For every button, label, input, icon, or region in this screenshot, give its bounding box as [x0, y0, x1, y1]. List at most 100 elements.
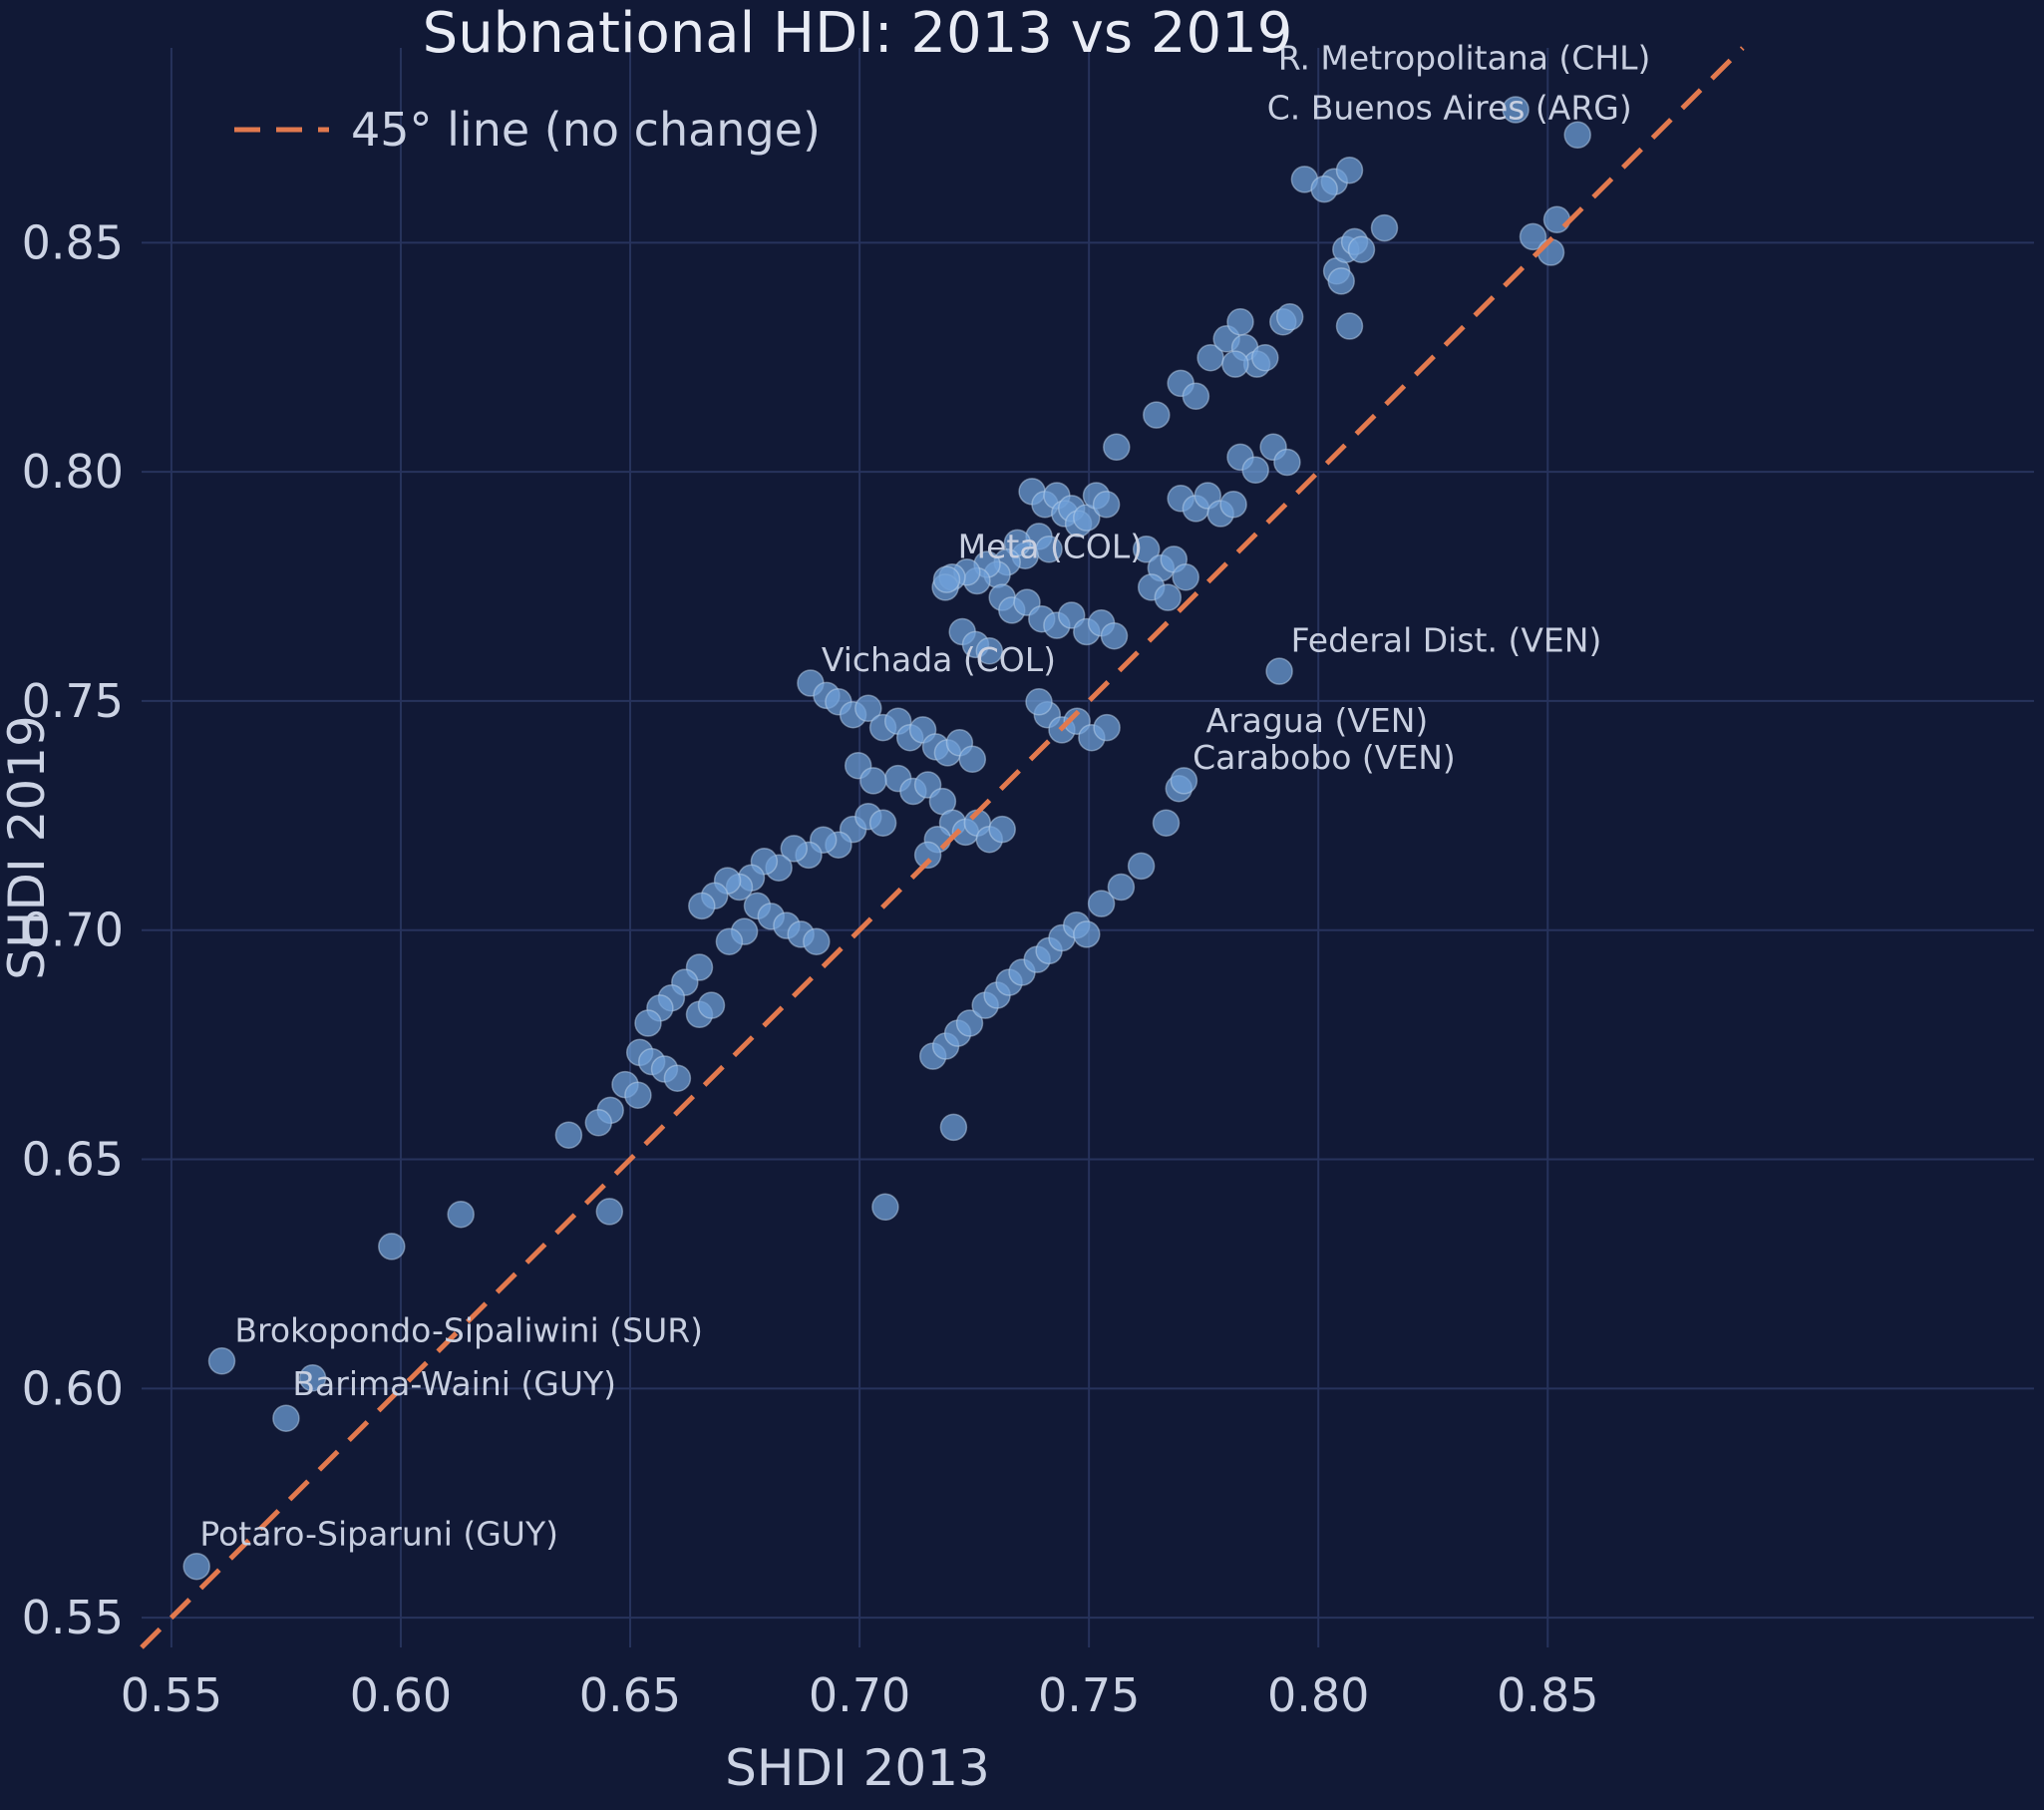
annotation-label: Carabobo (VEN): [1192, 738, 1456, 777]
data-point[interactable]: [697, 991, 726, 1019]
annotation-label: Federal Dist. (VEN): [1291, 620, 1602, 659]
y-tick-label: 0.80: [22, 445, 124, 499]
data-point[interactable]: [1273, 448, 1301, 477]
data-point[interactable]: [1127, 852, 1156, 881]
data-point[interactable]: [975, 637, 1004, 665]
annotation-label: C. Buenos Aires (ARG): [1267, 89, 1632, 128]
data-point[interactable]: [1241, 456, 1269, 485]
data-point[interactable]: [1025, 688, 1053, 716]
data-point[interactable]: [1347, 235, 1376, 263]
data-point[interactable]: [1154, 583, 1183, 611]
data-point[interactable]: [1542, 205, 1571, 234]
data-point[interactable]: [1172, 563, 1199, 591]
axis-tick-layer: 0.55 0.60 0.65 0.70 0.75 0.80 0.85 0.55 0.60 0.65…: [22, 215, 1599, 1722]
legend: 45° line (no change): [234, 103, 821, 157]
data-point[interactable]: [1073, 920, 1101, 948]
y-tick-label: 0.60: [22, 1361, 124, 1415]
annotation-label: R. Metropolitana (CHL): [1278, 39, 1651, 78]
x-tick-label: 0.65: [579, 1668, 681, 1722]
data-point[interactable]: [378, 1233, 406, 1261]
data-point[interactable]: [1107, 873, 1136, 902]
data-point[interactable]: [955, 1009, 984, 1037]
data-point[interactable]: [554, 1121, 583, 1149]
y-tick-label: 0.65: [22, 1133, 124, 1187]
x-axis-label: SHDI 2013: [725, 1739, 990, 1797]
data-point[interactable]: [1132, 536, 1161, 563]
data-point[interactable]: [715, 927, 744, 955]
x-tick-label: 0.75: [1038, 1668, 1140, 1722]
data-point[interactable]: [1093, 713, 1121, 742]
data-point[interactable]: [1226, 308, 1254, 336]
annotation-label: Vichada (COL): [822, 640, 1056, 679]
data-point[interactable]: [913, 841, 942, 870]
data-point[interactable]: [932, 565, 961, 593]
y-tick-label: 0.70: [22, 904, 124, 957]
data-point[interactable]: [854, 694, 882, 723]
data-point[interactable]: [1143, 401, 1171, 429]
data-point[interactable]: [1100, 621, 1129, 650]
data-point[interactable]: [1092, 491, 1121, 519]
reference-line-layer: [140, 46, 1745, 1649]
data-point[interactable]: [1502, 96, 1530, 124]
data-point[interactable]: [859, 767, 887, 795]
data-point[interactable]: [1265, 657, 1293, 685]
grid-layer: [142, 48, 2034, 1647]
x-tick-label: 0.60: [350, 1668, 452, 1722]
x-tick-label: 0.70: [809, 1668, 910, 1722]
data-point[interactable]: [988, 815, 1016, 844]
data-point[interactable]: [1103, 433, 1131, 462]
data-point[interactable]: [272, 1404, 300, 1432]
chart-title: Subnational HDI: 2013 vs 2019: [423, 1, 1293, 66]
y-tick-label: 0.75: [22, 674, 124, 728]
y-tick-label: 0.85: [22, 215, 124, 269]
x-tick-label: 0.80: [1267, 1668, 1369, 1722]
data-point[interactable]: [958, 745, 987, 774]
data-point[interactable]: [871, 1193, 899, 1222]
data-point[interactable]: [1370, 213, 1399, 242]
data-point[interactable]: [595, 1198, 624, 1226]
identity-line: [140, 46, 1745, 1649]
data-point[interactable]: [1327, 267, 1355, 295]
data-point[interactable]: [1219, 491, 1247, 519]
legend-label: 45° line (no change): [351, 103, 821, 157]
data-point[interactable]: [298, 1364, 327, 1392]
annotation-label: Potaro-Siparuni (GUY): [199, 1515, 558, 1554]
data-point[interactable]: [939, 1113, 968, 1142]
data-point[interactable]: [1170, 767, 1198, 795]
data-point[interactable]: [663, 1064, 692, 1092]
data-point[interactable]: [780, 835, 809, 863]
annotation-label: Barima-Waini (GUY): [292, 1364, 616, 1403]
y-axis-label: SHDI 2019: [0, 715, 56, 980]
data-point[interactable]: [1152, 809, 1181, 837]
data-point[interactable]: [624, 1081, 652, 1109]
data-point[interactable]: [1536, 238, 1565, 266]
data-point[interactable]: [1275, 303, 1304, 331]
points-layer: [182, 96, 1591, 1581]
data-point[interactable]: [207, 1347, 236, 1375]
annotation-label: Aragua (VEN): [1206, 701, 1429, 740]
data-point[interactable]: [634, 1009, 662, 1037]
data-point[interactable]: [1310, 175, 1338, 203]
data-point[interactable]: [1335, 312, 1364, 340]
annotation-label: Brokopondo-Sipaliwini (SUR): [234, 1310, 703, 1349]
x-tick-label: 0.85: [1497, 1668, 1598, 1722]
data-point[interactable]: [447, 1200, 475, 1229]
annotation-layer: R. Metropolitana (CHL) C. Buenos Aires (A…: [199, 39, 1650, 1554]
data-point[interactable]: [803, 927, 831, 955]
data-point[interactable]: [1519, 222, 1547, 251]
data-point[interactable]: [1087, 890, 1116, 917]
data-point[interactable]: [868, 809, 897, 837]
y-tick-label: 0.55: [22, 1591, 124, 1644]
data-point[interactable]: [584, 1109, 613, 1137]
data-point[interactable]: [688, 892, 716, 920]
data-point[interactable]: [1335, 156, 1364, 184]
data-point[interactable]: [1182, 382, 1210, 411]
data-point[interactable]: [182, 1552, 210, 1581]
data-point[interactable]: [1563, 121, 1591, 150]
x-tick-label: 0.55: [121, 1668, 222, 1722]
data-point[interactable]: [1221, 350, 1249, 378]
annotation-label: Meta (COL): [958, 528, 1144, 566]
data-point[interactable]: [1251, 343, 1279, 372]
